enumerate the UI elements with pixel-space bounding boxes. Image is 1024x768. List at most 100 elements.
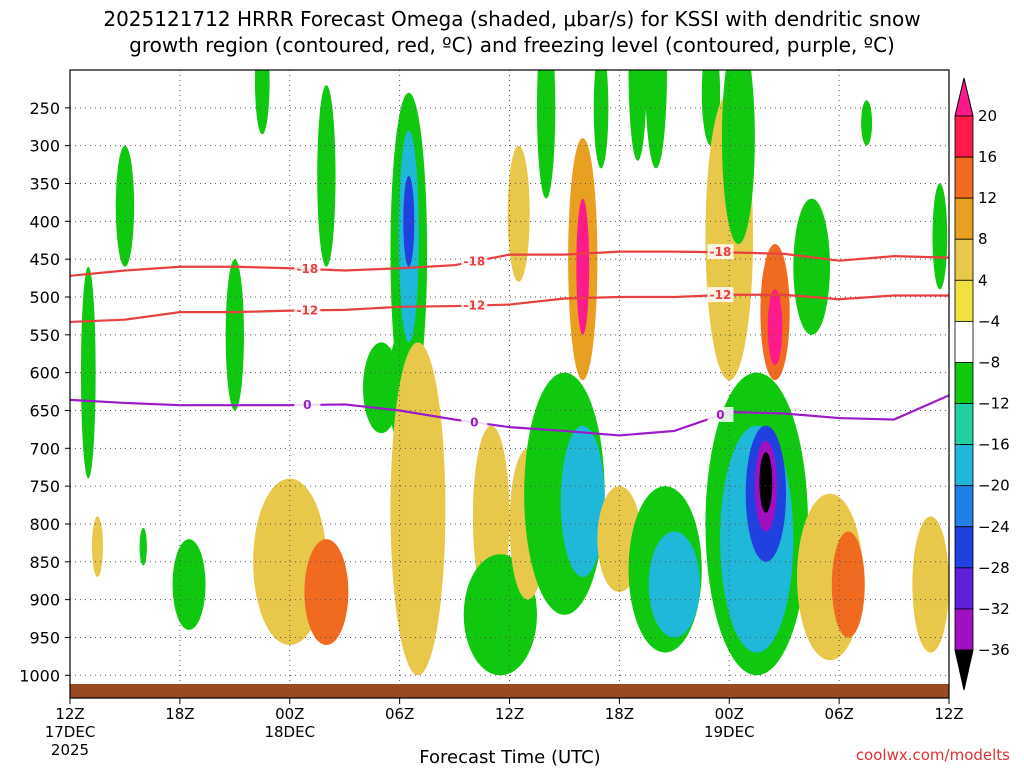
colorbar-swatch <box>954 238 974 281</box>
colorbar-label: 16 <box>978 148 997 166</box>
colorbar-label: −24 <box>978 518 1010 536</box>
omega-region-27 <box>390 342 446 676</box>
colorbar-label: 20 <box>978 107 997 125</box>
pressure-axis: 250 300 350 400 450 500 550 600 650 700 750 800 850 9… <box>19 99 70 685</box>
colorbar-label: 8 <box>978 230 988 248</box>
omega-region-43 <box>912 516 949 653</box>
omega-region-10 <box>536 70 556 199</box>
omega-region-12 <box>576 198 590 335</box>
credit-link[interactable]: coolwx.com/modelts <box>856 746 1010 764</box>
temperature-contours: -18 -18 -18 -12 -12 -12 0 0 0 <box>70 244 949 437</box>
colorbar-swatch <box>954 115 974 158</box>
x-tick-label: 06Z <box>385 705 414 723</box>
y-tick-label: 750 <box>29 477 60 496</box>
omega-region-40 <box>759 452 773 513</box>
minus-12-isotherm-label: -12 <box>463 299 485 313</box>
colorbar-swatch <box>954 156 974 199</box>
colorbar-label: 12 <box>978 189 997 207</box>
zero-isotherm-label-bg <box>461 414 488 430</box>
minus-18-isotherm-label-bg <box>461 253 488 269</box>
y-tick-label: 1000 <box>19 666 60 685</box>
y-tick-label: 700 <box>29 439 60 458</box>
x-tick-date: 18DEC <box>264 723 315 741</box>
y-tick-label: 600 <box>29 364 60 383</box>
omega-region-42 <box>831 531 865 638</box>
omega-region-13 <box>593 70 609 169</box>
omega-region-1 <box>115 145 135 267</box>
minus-12-isotherm-label-bg <box>294 302 321 318</box>
omega-region-45 <box>91 516 103 577</box>
minus-18-isotherm-label: -18 <box>710 245 732 259</box>
omega-region-4 <box>317 85 336 267</box>
colorbar-swatch <box>954 567 974 610</box>
omega-region-0 <box>80 266 96 479</box>
x-tick-year: 2025 <box>51 741 89 759</box>
x-tick-label: 00Z <box>715 705 744 723</box>
colorbar-label: −28 <box>978 559 1010 577</box>
y-tick-label: 950 <box>29 628 60 647</box>
colorbar-swatch <box>954 279 974 322</box>
colorbar-swatch <box>954 608 974 651</box>
colorbar-swatch <box>954 320 974 363</box>
colorbar-swatch <box>954 197 974 240</box>
x-tick-label: 12Z <box>934 705 963 723</box>
zero-isotherm-label: 0 <box>470 415 478 429</box>
colorbar-label: −4 <box>978 312 1000 330</box>
colorbar-label: −20 <box>978 477 1010 495</box>
y-tick-label: 650 <box>29 401 60 420</box>
minus-18-isotherm-label: -18 <box>296 262 318 276</box>
omega-region-23 <box>932 183 948 290</box>
minus-12-isotherm-label-bg <box>707 287 734 303</box>
x-tick-date: 17DEC <box>45 723 96 741</box>
minus-12-isotherm-line <box>70 293 949 324</box>
colorbar-swatch <box>954 485 974 528</box>
omega-region-2 <box>254 70 270 135</box>
omega-region-18 <box>721 70 755 244</box>
zero-isotherm-line <box>70 394 949 437</box>
colorbar-label: −12 <box>978 395 1010 413</box>
y-tick-label: 900 <box>29 591 60 610</box>
omega-region-14 <box>628 70 647 161</box>
minus-18-isotherm-label: -18 <box>463 254 485 268</box>
zero-isotherm-label-bg <box>294 396 321 412</box>
y-tick-label: 350 <box>29 174 60 193</box>
y-tick-label: 400 <box>29 212 60 231</box>
omega-region-44 <box>172 539 206 630</box>
colorbar-swatch <box>954 362 974 404</box>
x-tick-label: 18Z <box>165 705 194 723</box>
colorbar-swatch <box>954 444 974 487</box>
ground-surface <box>70 684 949 698</box>
y-tick-label: 450 <box>29 250 60 269</box>
colorbar-swatch <box>954 526 974 569</box>
omega-region-21 <box>793 198 830 335</box>
y-tick-label: 800 <box>29 515 60 534</box>
x-tick-label: 06Z <box>824 705 853 723</box>
minus-18-isotherm-line <box>70 250 949 277</box>
colorbar-label: −36 <box>978 641 1010 659</box>
y-tick-label: 500 <box>29 288 60 307</box>
omega-region-9 <box>507 145 530 282</box>
minus-18-isotherm-label-bg <box>707 244 734 260</box>
y-tick-label: 300 <box>29 137 60 156</box>
x-axis-label: Forecast Time (UTC) <box>419 747 600 768</box>
colorbar-label: 4 <box>978 271 988 289</box>
chart-title-line-2: growth region (contoured, red, ºC) and f… <box>129 33 895 57</box>
omega-region-15 <box>645 70 667 169</box>
omega-region-46 <box>139 527 147 566</box>
omega-region-22 <box>861 100 873 146</box>
omega-region-3 <box>225 259 244 411</box>
zero-isotherm-label: 0 <box>303 398 311 412</box>
minus-12-isotherm-label: -12 <box>296 303 318 317</box>
x-tick-label: 00Z <box>275 705 304 723</box>
x-tick-label: 18Z <box>605 705 634 723</box>
colorbar-label: −32 <box>978 600 1010 618</box>
x-tick-date: 19DEC <box>704 723 755 741</box>
omega-region-8 <box>403 175 415 267</box>
y-tick-label: 850 <box>29 553 60 572</box>
x-tick-label: 12Z <box>495 705 524 723</box>
omega-region-25 <box>304 539 349 646</box>
minus-12-isotherm-label: -12 <box>710 288 732 302</box>
x-tick-label: 12Z <box>55 705 84 723</box>
